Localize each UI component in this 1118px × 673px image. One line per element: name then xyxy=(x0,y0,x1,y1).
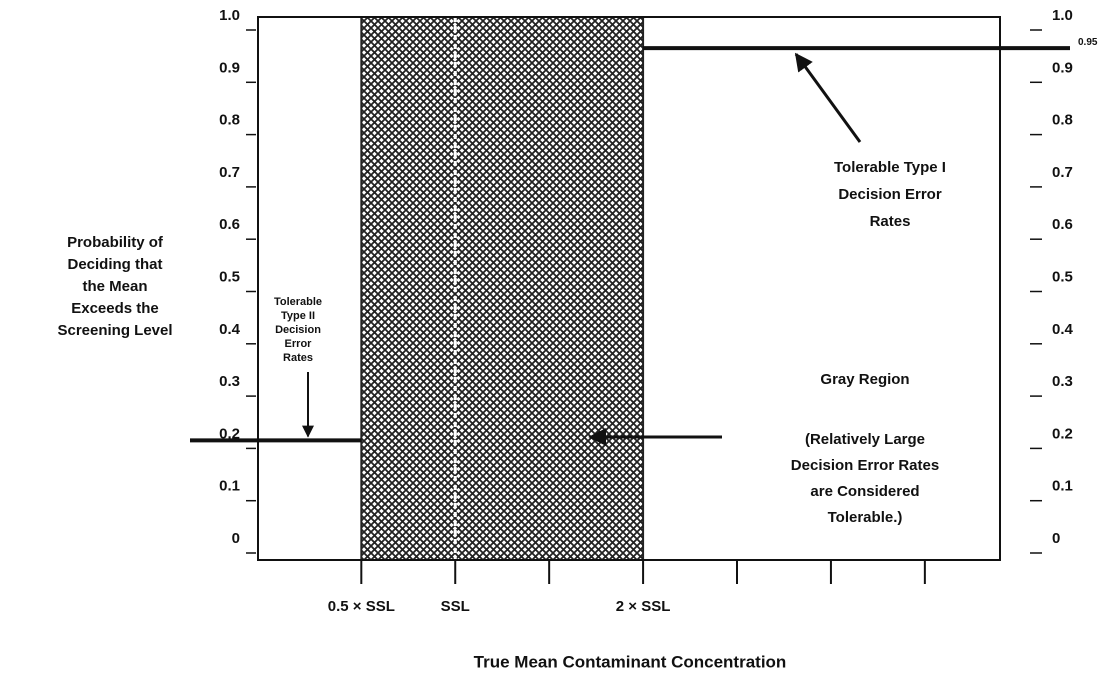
y2-tick-label: 0.5 xyxy=(1052,268,1073,285)
y-tick-label: 0.5 xyxy=(219,268,240,285)
y2-tick-label: 0.6 xyxy=(1052,216,1073,233)
y2-tick-label: 0.9 xyxy=(1052,59,1073,76)
y2-tick-label: 0.1 xyxy=(1052,478,1073,495)
y-tick-label: 0.2 xyxy=(219,425,240,442)
x-tick-label: 2 × SSL xyxy=(616,598,671,615)
type-i-note: Rates xyxy=(870,213,911,230)
y-tick-label: 0.1 xyxy=(219,478,240,495)
type-ii-note: Tolerable xyxy=(274,296,322,308)
y2-tick-label: 0.2 xyxy=(1052,425,1073,442)
type-ii-note: Decision xyxy=(275,324,321,336)
y-axis-label: Deciding that xyxy=(67,256,162,273)
arrow xyxy=(794,52,862,143)
plot-frame xyxy=(257,16,1001,561)
type-ii-note: Error xyxy=(285,338,313,350)
type-ii-note: Rates xyxy=(283,352,313,364)
type-i-note: Tolerable Type I xyxy=(834,159,946,176)
y2-tick-label: 0.8 xyxy=(1052,112,1073,129)
y-tick-label: 0.7 xyxy=(219,164,240,181)
gray-note: are Considered xyxy=(810,483,919,500)
type-i-note: Decision Error xyxy=(838,186,942,203)
y-tick-label: 0.9 xyxy=(219,59,240,76)
gray-note: Gray Region xyxy=(820,371,909,388)
y2-tick-label: 0 xyxy=(1052,530,1060,547)
gray-note: (Relatively Large xyxy=(805,431,925,448)
y-tick-label: 1.0 xyxy=(219,7,240,24)
gray-note: Decision Error Rates xyxy=(791,457,939,474)
y-axis-label: the Mean xyxy=(82,278,147,295)
x-axis-label: True Mean Contaminant Concentration xyxy=(474,652,787,671)
y-axis-label: Probability of xyxy=(67,234,164,251)
plot-layer: 0.95 0 0.1 0.2 0.3 0.4 0.5 0.6 0.7 0.8 0.9 1.0 0 0.1 0… xyxy=(57,7,1097,672)
type-i-value: 0.95 xyxy=(1078,37,1098,48)
x-tick-label: 0.5 × SSL xyxy=(328,598,395,615)
gray-region xyxy=(360,16,645,561)
y-tick-label: 0.3 xyxy=(219,373,240,390)
y-axis-label: Screening Level xyxy=(57,322,172,339)
y2-tick-label: 0.3 xyxy=(1052,373,1073,390)
y-tick-label: 0 xyxy=(232,530,240,547)
y-axis-label: Exceeds the xyxy=(71,300,159,317)
y2-tick-label: 1.0 xyxy=(1052,7,1073,24)
y2-tick-label: 0.7 xyxy=(1052,164,1073,181)
y-tick-label: 0.8 xyxy=(219,112,240,129)
y2-tick-label: 0.4 xyxy=(1052,321,1074,338)
x-tick-label: SSL xyxy=(441,598,470,615)
gray-note: Tolerable.) xyxy=(828,509,903,526)
type-ii-note: Type II xyxy=(281,310,315,322)
y-tick-label: 0.6 xyxy=(219,216,240,233)
y-tick-label: 0.4 xyxy=(219,321,241,338)
